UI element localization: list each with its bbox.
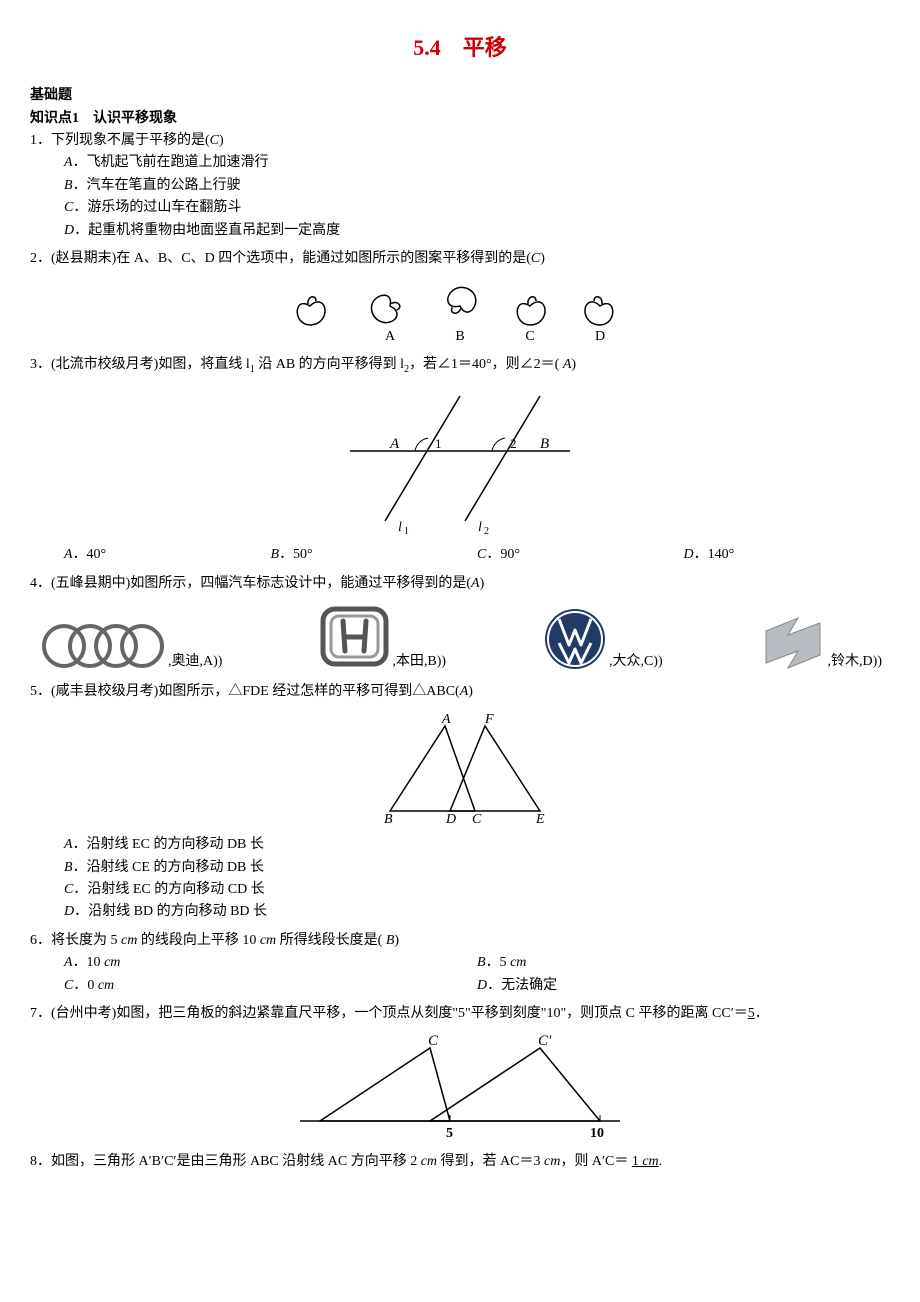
q2-label-c: C [525, 329, 534, 344]
q3-close: ) [571, 357, 576, 372]
q4-close: ) [480, 576, 485, 591]
q3-opt-c: C．90° [477, 544, 684, 566]
svg-text:5: 5 [446, 1126, 453, 1141]
q1-opt-b: B．汽车在笔直的公路上行驶 [30, 175, 890, 197]
q6-close: ) [394, 933, 399, 948]
q5-opt-d: D．沿射线 BD 的方向移动 BD 长 [30, 901, 890, 923]
svg-text:1: 1 [435, 436, 442, 451]
svg-text:10: 10 [590, 1126, 604, 1141]
svg-text:B: B [540, 436, 549, 452]
q5-answer: A [460, 684, 469, 699]
q6-options-row1: A．10 cm B．5 cm [30, 952, 890, 974]
q3-opt-a: A．40° [64, 544, 271, 566]
q4: 4．(五峰县期中)如图所示，四幅汽车标志设计中，能通过平移得到的是(A) ,奥迪… [30, 573, 890, 673]
svg-text:2: 2 [510, 436, 517, 451]
q1-stem: 1．下列现象不属于平移的是( [30, 133, 210, 148]
q2-label-d: D [595, 329, 605, 344]
svg-text:1: 1 [404, 526, 409, 536]
q3: 3．(北流市校级月考)如图，将直线 l1 沿 AB 的方向平移得到 l2，若∠1… [30, 354, 890, 566]
q2-label-b: B [455, 329, 464, 344]
q4-logo-suzuki: ,铃木,D)) [758, 613, 882, 673]
q6-stem: 6．将长度为 5 cm 的线段向上平移 10 cm 所得线段长度是( [30, 933, 386, 948]
q1-opt-a: A．A．飞机起飞前在跑道上加速滑行飞机起飞前在跑道上加速滑行 [30, 152, 890, 174]
q8-stem: 8．如图，三角形 A′B′C′是由三角形 ABC 沿射线 AC 方向平移 2 c… [30, 1154, 632, 1169]
q4-stem: 4．(五峰县期中)如图所示，四幅汽车标志设计中，能通过平移得到的是( [30, 576, 471, 591]
q1-answer: C [210, 133, 219, 148]
q5-close: ) [468, 684, 473, 699]
svg-text:l: l [398, 520, 402, 535]
q6-opt-d: D．无法确定 [477, 975, 890, 997]
svg-text:A: A [389, 436, 400, 452]
q4-logos: ,奥迪,A)) ,本田,B)) ,大众,C)) ,铃木,D)) [30, 603, 890, 673]
q5: 5．(咸丰县校级月考)如图所示，△FDE 经过怎样的平移可得到△ABC(A) A… [30, 681, 890, 924]
q5-figure: A F B D C E [30, 711, 890, 826]
q2-figure: A B C D [30, 278, 890, 346]
q6-opt-b: B．5 cm [477, 952, 890, 974]
q3-opt-d: D．140° [684, 544, 891, 566]
svg-text:C: C [472, 812, 482, 826]
q8: 8．如图，三角形 A′B′C′是由三角形 ABC 沿射线 AC 方向平移 2 c… [30, 1151, 890, 1173]
svg-text:l: l [478, 520, 482, 535]
q7-figure: C C′ 5 10 [30, 1033, 890, 1143]
q1-opt-d: D．起重机将重物由地面竖直吊起到一定高度 [30, 220, 890, 242]
q7: 7．(台州中考)如图，把三角板的斜边紧靠直尺平移，一个顶点从刻度"5"平移到刻度… [30, 1003, 890, 1143]
q5-opt-c: C．沿射线 EC 的方向移动 CD 长 [30, 879, 890, 901]
svg-text:D: D [445, 812, 456, 826]
q6: 6．将长度为 5 cm 的线段向上平移 10 cm 所得线段长度是( B) A．… [30, 930, 890, 997]
q3-opt-b: B．50° [271, 544, 478, 566]
q6-opt-c: C．0 cm [64, 975, 477, 997]
svg-text:2: 2 [484, 526, 489, 536]
q6-opt-a: A．10 cm [64, 952, 477, 974]
q2-stem: 2．(赵县期末)在 A、B、C、D 四个选项中，能通过如图所示的图案平移得到的是… [30, 251, 531, 266]
q1-opt-c: C．游乐场的过山车在翻筋斗 [30, 197, 890, 219]
svg-text:A: A [441, 712, 451, 727]
section-basic: 基础题 [30, 85, 890, 107]
q4-cap-d: ,铃木,D)) [828, 651, 882, 673]
q4-logo-honda: ,本田,B)) [317, 603, 446, 673]
svg-text:C′: C′ [538, 1033, 552, 1049]
q5-opt-a: A．沿射线 EC 的方向移动 DB 长 [30, 834, 890, 856]
q4-cap-b: ,本田,B)) [392, 651, 446, 673]
q7-period: ． [755, 1006, 769, 1021]
q5-stem: 5．(咸丰县校级月考)如图所示，△FDE 经过怎样的平移可得到△ABC( [30, 684, 460, 699]
q4-cap-c: ,大众,C)) [609, 651, 663, 673]
svg-text:B: B [384, 812, 393, 826]
q7-stem: 7．(台州中考)如图，把三角板的斜边紧靠直尺平移，一个顶点从刻度"5"平移到刻度… [30, 1006, 748, 1021]
q1: 1．下列现象不属于平移的是(C) A．A．飞机起飞前在跑道上加速滑行飞机起飞前在… [30, 130, 890, 242]
kp1-heading: 知识点1 认识平移现象 [30, 108, 890, 130]
q4-cap-a: ,奥迪,A)) [168, 651, 222, 673]
q3-options: A．40° B．50° C．90° D．140° [30, 544, 890, 566]
q3-stem: 3．(北流市校级月考)如图，将直线 l1 沿 AB 的方向平移得到 l2，若∠1… [30, 357, 563, 372]
q5-opt-b: B．沿射线 CE 的方向移动 DB 长 [30, 857, 890, 879]
svg-text:E: E [535, 812, 545, 826]
q6-options-row2: C．0 cm D．无法确定 [30, 975, 890, 997]
doc-title: 5.4 平移 [30, 30, 890, 65]
q7-answer: 5 [748, 1006, 755, 1021]
q3-figure: A B 1 2 l 1 l 2 [30, 386, 890, 536]
q4-logo-vw: ,大众,C)) [541, 605, 663, 673]
q2-label-a: A [385, 329, 396, 344]
q4-answer: A [471, 576, 480, 591]
q4-logo-audi: ,奥迪,A)) [38, 618, 222, 673]
q2: 2．(赵县期末)在 A、B、C、D 四个选项中，能通过如图所示的图案平移得到的是… [30, 248, 890, 346]
q2-close: ) [540, 251, 545, 266]
q1-close: ) [219, 133, 224, 148]
q8-answer: 1 cm [632, 1154, 659, 1169]
q2-answer: C [531, 251, 540, 266]
svg-text:F: F [484, 712, 494, 727]
q8-period: . [659, 1154, 663, 1169]
svg-text:C: C [428, 1033, 439, 1049]
